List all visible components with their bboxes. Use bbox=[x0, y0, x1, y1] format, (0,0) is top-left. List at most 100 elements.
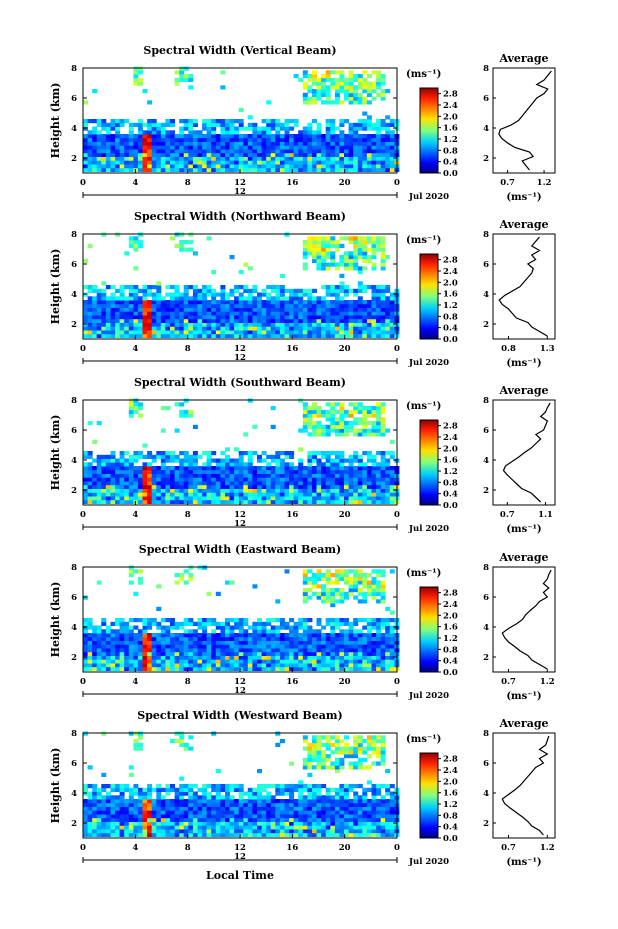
heatmap-cell bbox=[316, 81, 322, 86]
heatmap-cell bbox=[307, 655, 313, 660]
heatmap-cell bbox=[192, 424, 198, 429]
profile-line bbox=[501, 569, 552, 670]
heatmap-cell bbox=[119, 156, 125, 161]
heatmap-cell bbox=[234, 149, 240, 154]
heatmap-cell bbox=[142, 462, 148, 467]
heatmap-cell bbox=[376, 330, 382, 335]
heatmap-cell bbox=[371, 591, 377, 596]
heatmap-cell bbox=[325, 666, 331, 671]
heatmap-cell bbox=[137, 300, 143, 305]
heatmap-cell bbox=[252, 825, 258, 830]
heatmap-cell bbox=[105, 484, 111, 489]
heatmap-cell bbox=[142, 152, 148, 157]
heatmap-cell bbox=[215, 810, 221, 815]
heatmap-cell bbox=[293, 145, 299, 150]
heatmap-cell bbox=[234, 648, 240, 653]
heatmap-cell bbox=[380, 81, 386, 86]
heatmap-cell bbox=[156, 145, 162, 150]
heatmap-cell bbox=[302, 149, 308, 154]
heatmap-cell bbox=[357, 462, 363, 467]
heatmap-cell bbox=[348, 70, 354, 75]
heatmap-cell bbox=[192, 326, 198, 331]
heatmap-cell bbox=[366, 326, 372, 331]
heatmap-cell bbox=[197, 648, 203, 653]
heatmap-cell bbox=[142, 666, 148, 671]
heatmap-cell bbox=[115, 122, 121, 127]
heatmap-cell bbox=[330, 333, 336, 338]
heatmap-cell bbox=[92, 814, 98, 819]
heatmap-cell bbox=[316, 659, 322, 664]
heatmap-cell bbox=[183, 149, 189, 154]
heatmap-cell bbox=[202, 814, 208, 819]
heatmap-cell bbox=[312, 296, 317, 301]
heatmap-cell bbox=[192, 806, 198, 811]
heatmap-cell bbox=[137, 451, 143, 456]
heatmap-cell bbox=[115, 655, 121, 660]
heatmap-cell bbox=[151, 454, 157, 459]
heatmap-cell bbox=[234, 666, 240, 671]
heatmap-cell bbox=[147, 621, 153, 626]
heatmap-cell bbox=[183, 322, 189, 327]
heatmap-cell bbox=[371, 458, 377, 463]
heatmap-cell bbox=[348, 74, 354, 79]
heatmap-cell bbox=[83, 149, 88, 154]
heatmap-cell bbox=[147, 469, 153, 474]
heatmap-cell bbox=[96, 473, 102, 478]
heatmap-cell bbox=[389, 492, 395, 497]
heatmap-cell bbox=[206, 285, 212, 290]
heatmap-cell bbox=[325, 333, 331, 338]
heatmap-cell bbox=[165, 164, 171, 169]
heatmap-cell bbox=[206, 799, 212, 804]
heatmap-cell bbox=[279, 462, 285, 467]
heatmap-cell bbox=[353, 663, 359, 668]
heatmap-cell bbox=[284, 454, 290, 459]
heatmap-cell bbox=[325, 134, 331, 139]
heatmap-cell bbox=[202, 784, 208, 789]
heatmap-cell bbox=[147, 784, 153, 789]
heatmap-cell bbox=[247, 156, 253, 161]
heatmap-cell bbox=[119, 141, 125, 146]
heatmap-cell bbox=[334, 462, 340, 467]
heatmap-cell bbox=[371, 243, 377, 248]
heatmap-cell bbox=[376, 428, 382, 433]
heatmap-cell bbox=[312, 318, 317, 323]
heatmap-cell bbox=[206, 458, 212, 463]
heatmap-cell bbox=[252, 466, 258, 471]
profile-frame bbox=[492, 67, 556, 174]
heatmap-cell bbox=[197, 466, 203, 471]
heatmap-cell bbox=[151, 473, 157, 478]
heatmap-cell bbox=[293, 633, 299, 638]
heatmap-cell bbox=[357, 156, 363, 161]
heatmap-cell bbox=[289, 655, 295, 660]
heatmap-cell bbox=[124, 636, 130, 641]
heatmap-cell bbox=[165, 473, 171, 478]
heatmap-cell bbox=[293, 303, 299, 308]
heatmap-cell bbox=[225, 817, 230, 822]
heatmap-cell bbox=[362, 417, 368, 422]
heatmap-cell bbox=[325, 137, 331, 142]
heatmap-cell bbox=[142, 659, 148, 664]
heatmap-cell bbox=[151, 296, 157, 301]
heatmap-cell bbox=[220, 633, 226, 638]
heatmap-cell bbox=[133, 655, 139, 660]
heatmap-cell bbox=[353, 149, 359, 154]
heatmap-cell bbox=[362, 111, 368, 116]
heatmap-cell bbox=[110, 134, 116, 139]
heatmap-cell bbox=[389, 633, 395, 638]
heatmap-cell bbox=[371, 266, 377, 271]
heatmap-cell bbox=[362, 591, 368, 596]
heatmap-cell bbox=[225, 636, 230, 641]
heatmap-cell bbox=[101, 137, 107, 142]
heatmap-cell bbox=[293, 625, 299, 630]
heatmap-cell bbox=[339, 473, 345, 478]
heatmap-cell bbox=[339, 496, 345, 501]
heatmap-cell bbox=[257, 484, 262, 489]
heatmap-cell bbox=[174, 648, 180, 653]
heatmap-cell bbox=[344, 648, 349, 653]
heatmap-cell bbox=[151, 825, 157, 830]
heatmap-cell bbox=[133, 66, 139, 71]
heatmap-cell bbox=[321, 424, 327, 429]
heatmap-cell bbox=[385, 659, 391, 664]
heatmap-cell bbox=[133, 141, 139, 146]
heatmap-cell bbox=[302, 137, 308, 142]
